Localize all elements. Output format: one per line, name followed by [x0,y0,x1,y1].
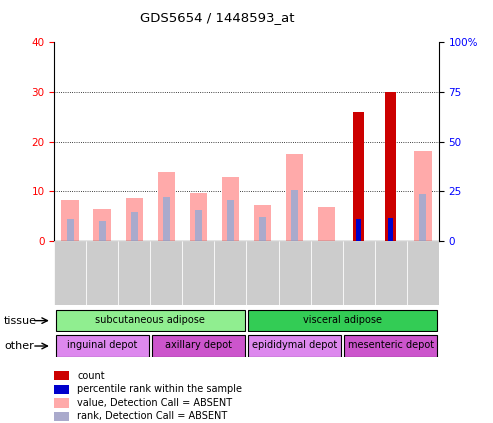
Bar [356,219,361,241]
Bar [286,154,303,241]
Bar [279,241,311,305]
Bar [311,241,343,305]
Bar [54,398,69,408]
Bar [259,217,266,241]
Bar [99,221,106,241]
Bar [94,209,111,241]
Text: epididymal depot: epididymal depot [252,341,337,350]
Bar [163,198,170,241]
Bar [419,194,426,241]
Bar [126,198,143,241]
Text: count: count [77,371,105,381]
Bar [353,112,364,241]
Bar [375,241,407,305]
Bar [318,207,335,241]
Text: subcutaneous adipose: subcutaneous adipose [96,315,205,325]
Bar [248,335,341,357]
Bar [152,335,245,357]
Text: inguinal depot: inguinal depot [67,341,138,350]
Bar [190,193,207,241]
Bar [254,205,271,241]
Text: percentile rank within the sample: percentile rank within the sample [77,384,243,394]
Bar [195,210,202,241]
Bar [62,201,79,241]
Bar [385,92,396,241]
Bar [54,412,69,421]
Bar [227,201,234,241]
Text: GDS5654 / 1448593_at: GDS5654 / 1448593_at [140,11,294,24]
Bar [291,190,298,241]
Bar [414,151,431,241]
Bar [214,241,246,305]
Bar [344,335,437,357]
Bar [56,310,245,331]
Bar [248,310,437,331]
Bar [118,241,150,305]
Bar [86,241,118,305]
Text: value, Detection Call = ABSENT: value, Detection Call = ABSENT [77,398,233,408]
Text: rank, Detection Call = ABSENT: rank, Detection Call = ABSENT [77,412,228,421]
Text: mesenteric depot: mesenteric depot [348,341,434,350]
Bar [131,212,138,241]
Bar [246,241,279,305]
Text: axillary depot: axillary depot [165,341,232,350]
Bar [54,371,69,380]
Bar [158,172,175,241]
Bar [182,241,214,305]
Bar [222,178,239,241]
Bar [54,241,86,305]
Bar [388,218,393,241]
Bar [343,241,375,305]
Bar [150,241,182,305]
Text: tissue: tissue [4,316,37,326]
Bar [56,335,149,357]
Bar [67,219,74,241]
Text: visceral adipose: visceral adipose [303,315,382,325]
Bar [54,385,69,394]
Text: other: other [4,341,34,351]
Bar [407,241,439,305]
